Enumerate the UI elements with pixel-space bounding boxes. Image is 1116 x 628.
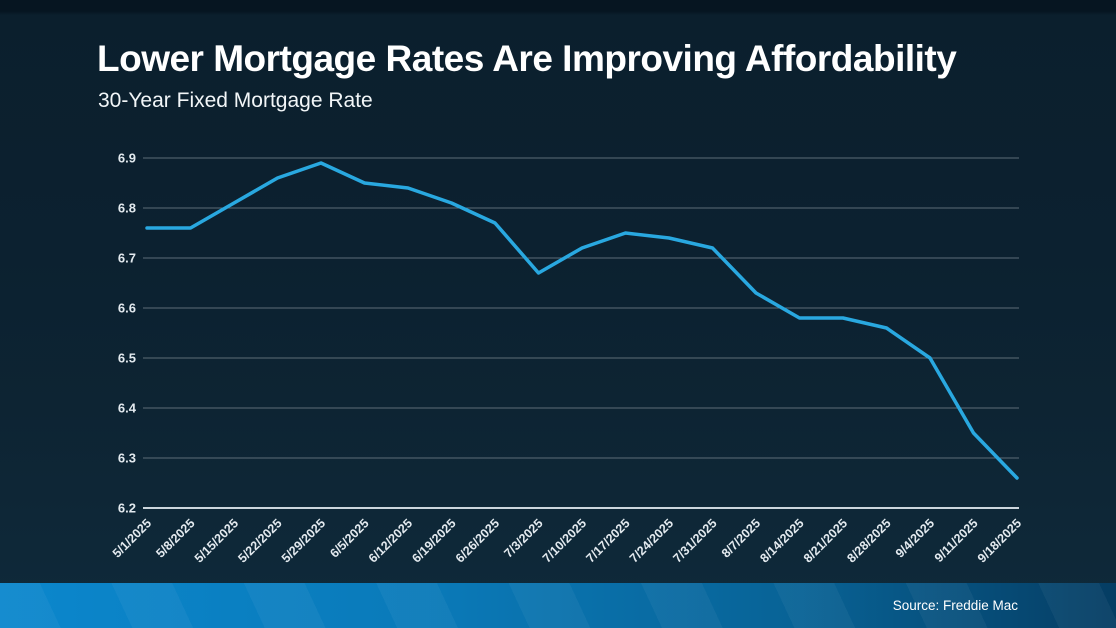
x-tick-label: 5/1/2025	[110, 516, 154, 560]
rate-line-series	[145, 161, 1019, 480]
mortgage-rate-line-chart: 6.2 6.3 6.4 6.5 6.6 6.7 6.8 6.9 5/1/2025 5/8/2025…	[110, 151, 1024, 566]
x-tick-label: 8/28/2025	[844, 516, 893, 565]
x-tick-label: 6/5/2025	[327, 516, 371, 560]
source-label: Source: Freddie Mac	[892, 598, 1018, 613]
x-tick-label: 7/31/2025	[670, 516, 719, 565]
y-tick-label: 6.8	[118, 201, 136, 216]
y-tick-label: 6.7	[118, 251, 136, 266]
y-tick-label: 6.3	[118, 451, 136, 466]
chart-subtitle: 30-Year Fixed Mortgage Rate	[98, 89, 373, 112]
y-tick-label: 6.2	[118, 501, 136, 516]
y-tick-label: 6.4	[118, 401, 137, 416]
x-tick-label: 7/3/2025	[501, 516, 545, 560]
x-tick-label: 9/4/2025	[893, 516, 937, 560]
x-tick-label: 5/29/2025	[279, 516, 328, 565]
y-tick-label: 6.9	[118, 151, 136, 166]
x-tick-label: 5/8/2025	[153, 516, 197, 560]
x-tick-label: 8/21/2025	[801, 516, 850, 565]
x-tick-label: 5/15/2025	[192, 516, 241, 565]
x-tick-label: 7/17/2025	[583, 516, 632, 565]
footer-bar: Source: Freddie Mac	[0, 583, 1116, 628]
x-tick-label: 6/19/2025	[409, 516, 458, 565]
x-tick-label: 7/24/2025	[627, 516, 676, 565]
x-tick-label: 6/26/2025	[453, 516, 502, 565]
x-tick-label: 5/22/2025	[235, 516, 284, 565]
x-tick-label: 6/12/2025	[366, 516, 415, 565]
y-tick-label: 6.5	[118, 351, 136, 366]
x-tick-label: 9/18/2025	[975, 516, 1024, 565]
y-tick-label: 6.6	[118, 301, 136, 316]
x-tick-label: 8/7/2025	[719, 516, 763, 560]
x-tick-label: 9/11/2025	[932, 516, 981, 565]
chart-title: Lower Mortgage Rates Are Improving Affor…	[97, 38, 957, 79]
x-tick-label: 8/14/2025	[757, 516, 806, 565]
x-tick-label: 7/10/2025	[540, 516, 589, 565]
